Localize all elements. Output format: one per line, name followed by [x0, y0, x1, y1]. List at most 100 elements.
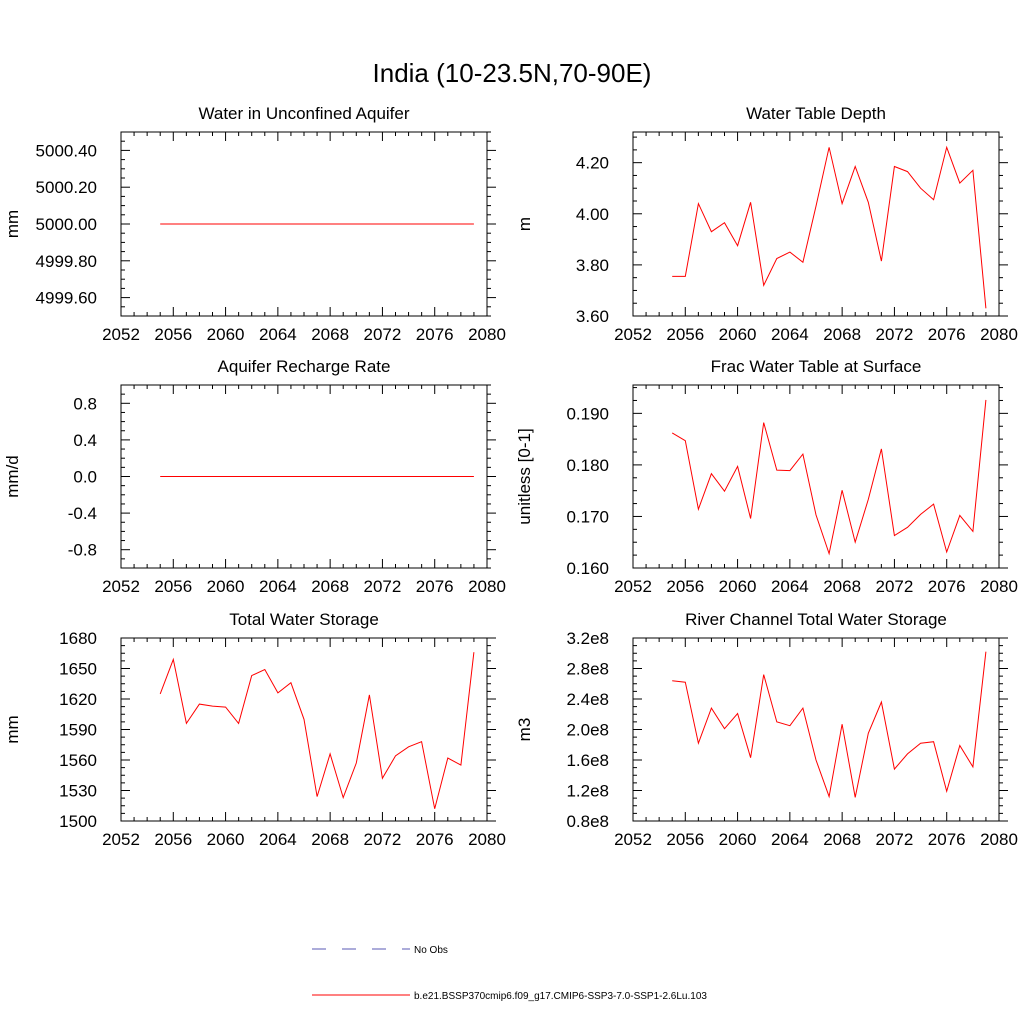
chart-title: Frac Water Table at Surface — [711, 357, 922, 376]
x-tick-label: 2052 — [614, 577, 652, 596]
y-tick-label: 2.4e8 — [566, 690, 609, 709]
x-tick-label: 2052 — [102, 325, 140, 344]
x-tick-label: 2072 — [876, 325, 914, 344]
x-tick-label: 2064 — [259, 325, 297, 344]
series-line-1 — [672, 651, 987, 799]
chart-panel-1: Water in Unconfined Aquifer mm 2052 2056 206… — [3, 104, 506, 344]
x-tick-label: 2072 — [876, 830, 914, 849]
x-tick-label: 2060 — [207, 830, 245, 849]
chart-panel-4: Frac Water Table at Surface unitless [0-1… — [515, 357, 1018, 596]
y-tick-label: 3.2e8 — [566, 629, 609, 648]
legend-model-label: b.e21.BSSP370cmip6.f09_g17.CMIP6-SSP3-7.… — [414, 991, 707, 1002]
x-tick-label: 2068 — [311, 577, 349, 596]
y-tick-label: 3.60 — [576, 307, 609, 326]
x-tick-label: 2080 — [980, 325, 1018, 344]
x-tick-label: 2080 — [468, 325, 506, 344]
chart-title: River Channel Total Water Storage — [685, 610, 947, 629]
y-tick-label: 2.8e8 — [566, 660, 609, 679]
y-tick-label: 0.170 — [566, 507, 609, 526]
chart-panel-3: Aquifer Recharge Rate mm/d 2052 2056 2060 206… — [3, 357, 506, 596]
y-tick-label: 1620 — [59, 690, 97, 709]
y-tick-label: 4999.60 — [36, 289, 97, 308]
chart-panel-6: River Channel Total Water Storage m3 2052 2… — [515, 610, 1018, 849]
x-tick-label: 2060 — [719, 577, 757, 596]
x-tick-label: 2060 — [719, 830, 757, 849]
chart-title: Water Table Depth — [746, 104, 886, 123]
y-tick-label: 1560 — [59, 751, 97, 770]
x-tick-label: 2060 — [207, 325, 245, 344]
y-axis-label: m3 — [515, 718, 534, 742]
y-tick-label: -0.8 — [68, 541, 97, 560]
y-tick-label: 1500 — [59, 812, 97, 831]
x-tick-label: 2068 — [311, 325, 349, 344]
y-tick-label: 4.00 — [576, 205, 609, 224]
y-tick-label: 0.4 — [73, 431, 97, 450]
x-tick-label: 2080 — [980, 577, 1018, 596]
plot-frame — [632, 384, 1000, 569]
series-line-1 — [672, 145, 987, 309]
x-tick-label: 2068 — [823, 577, 861, 596]
x-tick-label: 2056 — [154, 830, 192, 849]
y-tick-label: 5000.00 — [36, 215, 97, 234]
x-tick-label: 2076 — [416, 577, 454, 596]
plot-frame — [632, 637, 1000, 822]
chart-title: Water in Unconfined Aquifer — [198, 104, 409, 123]
x-tick-label: 2064 — [259, 830, 297, 849]
x-tick-label: 2052 — [102, 577, 140, 596]
x-tick-label: 2056 — [666, 325, 704, 344]
y-axis-label: unitless [0-1] — [515, 428, 534, 524]
y-tick-label: 2.0e8 — [566, 721, 609, 740]
y-tick-label: 1.6e8 — [566, 751, 609, 770]
y-axis-label: m — [515, 217, 534, 231]
legend: No Obs b.e21.BSSP370cmip6.f09_g17.CMIP6-… — [312, 945, 707, 1002]
x-tick-label: 2056 — [666, 577, 704, 596]
y-tick-label: 1680 — [59, 629, 97, 648]
x-tick-label: 2052 — [614, 830, 652, 849]
x-tick-label: 2072 — [364, 325, 402, 344]
x-tick-label: 2080 — [980, 830, 1018, 849]
y-axis-label: mm/d — [3, 455, 22, 498]
chart-title: Aquifer Recharge Rate — [218, 357, 391, 376]
x-tick-label: 2064 — [771, 577, 809, 596]
y-tick-label: 3.80 — [576, 256, 609, 275]
x-tick-label: 2076 — [416, 830, 454, 849]
page-title: India (10-23.5N,70-90E) — [373, 58, 652, 88]
x-tick-label: 2080 — [468, 577, 506, 596]
y-tick-label: -0.4 — [68, 504, 97, 523]
legend-obs-label: No Obs — [414, 945, 448, 956]
y-tick-label: 0.190 — [566, 404, 609, 423]
x-tick-label: 2060 — [207, 577, 245, 596]
x-tick-label: 2068 — [823, 325, 861, 344]
y-tick-label: 1.2e8 — [566, 782, 609, 801]
y-tick-label: 1590 — [59, 721, 97, 740]
x-tick-label: 2080 — [468, 830, 506, 849]
y-axis-label: mm — [3, 715, 22, 743]
x-tick-label: 2076 — [928, 325, 966, 344]
y-tick-label: 5000.40 — [36, 141, 97, 160]
y-axis-label: mm — [3, 210, 22, 238]
x-tick-label: 2076 — [416, 325, 454, 344]
x-tick-label: 2072 — [876, 577, 914, 596]
chart-panel-2: Water Table Depth m 2052 2056 2060 2064 2068 20… — [515, 104, 1018, 344]
chart-panel-5: Total Water Storage mm 2052 2056 2060 2064 206… — [3, 610, 506, 849]
x-tick-label: 2052 — [614, 325, 652, 344]
x-tick-label: 2072 — [364, 830, 402, 849]
y-tick-label: 1530 — [59, 782, 97, 801]
x-tick-label: 2056 — [666, 830, 704, 849]
series-line-1 — [159, 652, 475, 809]
y-tick-label: 1650 — [59, 660, 97, 679]
y-tick-label: 0.180 — [566, 456, 609, 475]
y-tick-label: 4999.80 — [36, 252, 97, 271]
x-tick-label: 2072 — [364, 577, 402, 596]
y-tick-label: 0.8 — [73, 394, 97, 413]
x-tick-label: 2060 — [719, 325, 757, 344]
x-tick-label: 2052 — [102, 830, 140, 849]
panels-group: Water in Unconfined Aquifer mm 2052 2056 206… — [3, 104, 1018, 849]
x-tick-label: 2064 — [771, 830, 809, 849]
x-tick-label: 2076 — [928, 577, 966, 596]
series-line-1 — [671, 399, 987, 556]
chart-title: Total Water Storage — [229, 610, 379, 629]
x-tick-label: 2068 — [311, 830, 349, 849]
y-tick-label: 0.8e8 — [566, 812, 609, 831]
